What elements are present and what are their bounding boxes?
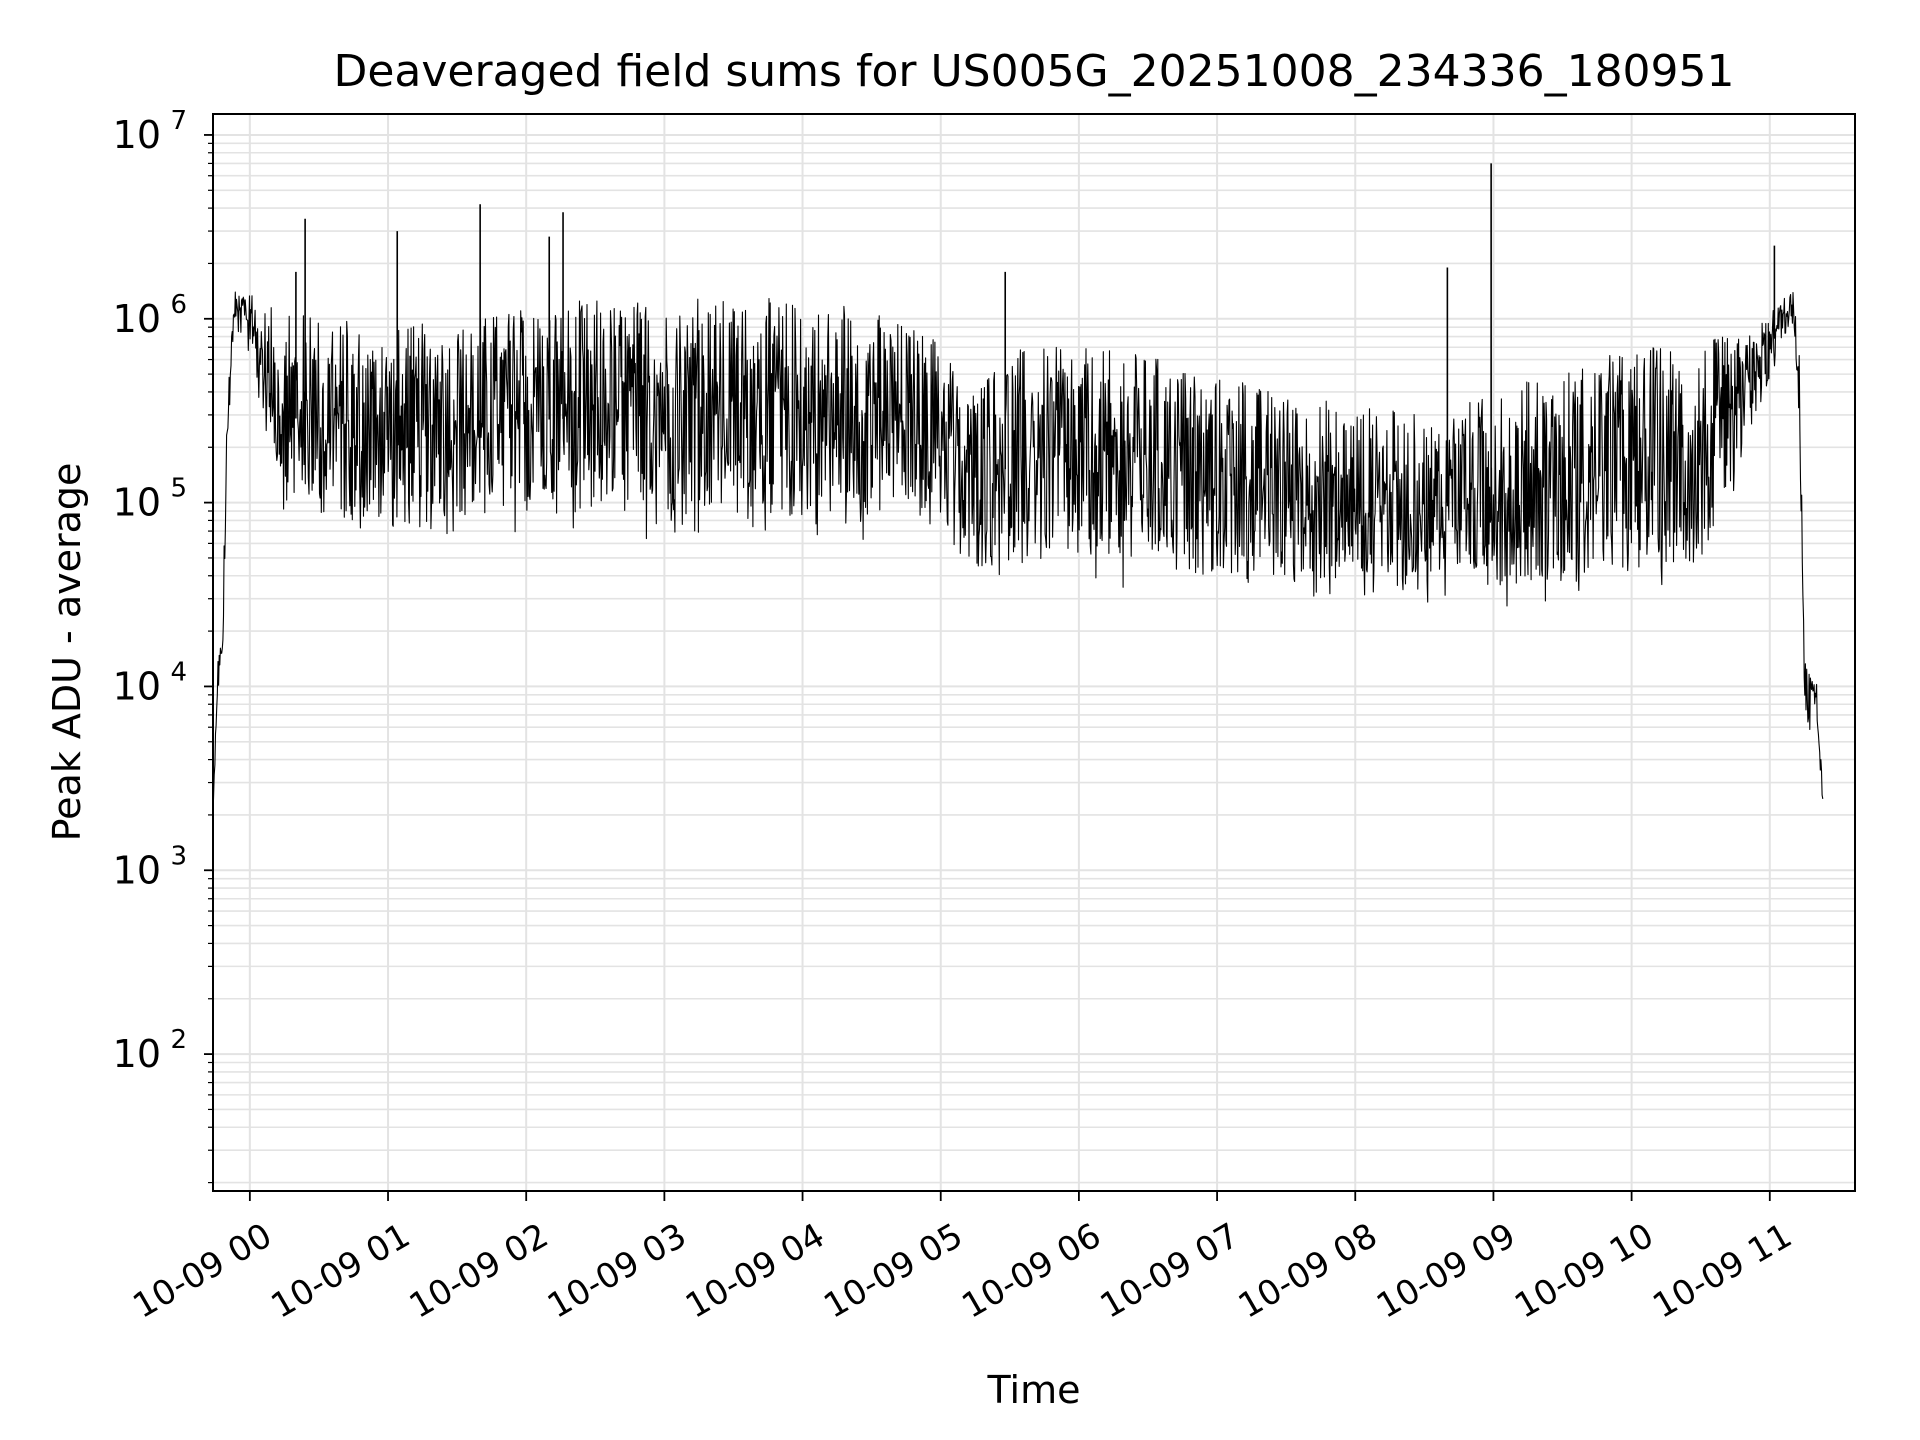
y-tick-exponent: 5 xyxy=(170,474,187,504)
y-tick-label: 10 xyxy=(113,848,161,892)
y-tick-base: 10 xyxy=(113,481,161,525)
series-line xyxy=(212,163,1824,815)
plot-frame xyxy=(212,113,1856,1192)
y-axis: 10 2 10 3 10 4 10 5 10 6 10 7 xyxy=(113,106,213,1184)
y-tick-exponent: 6 xyxy=(170,290,187,320)
chart-title: Deaveraged field sums for US005G_2025100… xyxy=(333,46,1734,97)
y-tick-exponent: 4 xyxy=(170,657,187,687)
x-axis-label: Time xyxy=(987,1368,1081,1412)
y-tick-label: 10 xyxy=(113,297,161,341)
y-tick-exponent: 2 xyxy=(170,1025,187,1055)
y-tick-base: 10 xyxy=(113,664,161,708)
y-tick-label: 10 xyxy=(113,664,161,708)
y-tick-base: 10 xyxy=(113,113,161,157)
y-tick-exponent: 7 xyxy=(170,106,187,136)
grid xyxy=(213,114,1855,1191)
series-trace xyxy=(212,291,1824,815)
y-tick-base: 10 xyxy=(113,297,161,341)
y-axis-label: Peak ADU - average xyxy=(45,463,89,842)
y-tick-base: 10 xyxy=(113,848,161,892)
y-tick-label: 10 xyxy=(113,481,161,525)
y-tick-base: 10 xyxy=(113,1032,161,1076)
y-tick-exponent: 3 xyxy=(170,841,187,871)
y-tick-label: 10 xyxy=(113,1032,161,1076)
y-tick-label: 10 xyxy=(113,113,161,157)
